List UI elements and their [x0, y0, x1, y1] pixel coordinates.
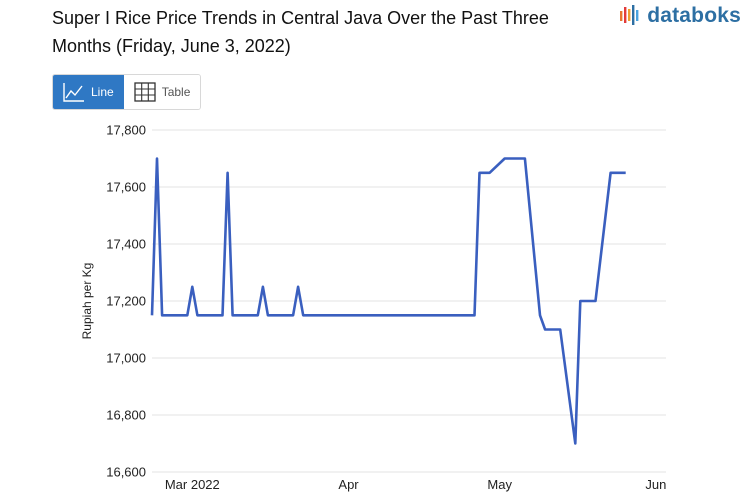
series-layer [148, 155, 630, 448]
brand-name: databoks [647, 4, 741, 27]
data-point[interactable] [153, 155, 161, 163]
data-point[interactable] [183, 311, 191, 319]
table-grid-icon [134, 82, 156, 102]
y-tick-label: 17,800 [106, 123, 146, 138]
grid-lines [152, 129, 666, 473]
x-tick-label: Jun [645, 477, 666, 492]
data-point[interactable] [224, 169, 232, 177]
data-point[interactable] [591, 297, 599, 305]
databoks-bars-icon [620, 5, 639, 25]
data-point[interactable] [576, 297, 584, 305]
data-point[interactable] [168, 311, 176, 319]
data-point[interactable] [289, 311, 297, 319]
y-tick-label: 17,600 [106, 180, 146, 195]
data-point[interactable] [536, 311, 544, 319]
data-point[interactable] [239, 311, 247, 319]
chart-title: Super I Rice Price Trends in Central Jav… [52, 8, 549, 56]
line-view-label: Line [91, 85, 114, 99]
y-tick-label: 17,400 [106, 237, 146, 252]
data-point[interactable] [259, 283, 267, 291]
data-point[interactable] [541, 326, 549, 334]
data-point[interactable] [254, 311, 262, 319]
y-tick-label: 17,200 [106, 294, 146, 309]
table-view-button[interactable]: Table [123, 75, 201, 109]
data-point[interactable] [345, 311, 353, 319]
y-tick-label: 16,600 [106, 465, 146, 480]
x-tick-label: Apr [338, 477, 359, 492]
data-point[interactable] [471, 311, 479, 319]
data-point[interactable] [415, 311, 423, 319]
data-point[interactable] [148, 311, 156, 319]
data-point[interactable] [501, 155, 509, 163]
x-tick-label: May [487, 477, 512, 492]
data-point[interactable] [188, 283, 196, 291]
x-tick-label: Mar 2022 [165, 477, 220, 492]
x-axis-ticks: Mar 2022 Apr May Jun [165, 477, 667, 492]
series-line [150, 157, 626, 445]
data-point[interactable] [219, 311, 227, 319]
y-axis-ticks: 16,600 16,800 17,000 17,200 17,400 17,600 17,8… [106, 123, 146, 480]
line-chart-icon [63, 83, 84, 102]
data-point[interactable] [476, 169, 484, 177]
y-tick-label: 16,800 [106, 408, 146, 423]
databoks-logo: databoks [619, 4, 741, 28]
data-point[interactable] [299, 311, 307, 319]
view-toggle: Line Table [52, 74, 202, 110]
data-point[interactable] [203, 311, 211, 319]
table-view-label: Table [161, 85, 191, 99]
data-point[interactable] [486, 169, 494, 177]
data-point[interactable] [607, 169, 615, 177]
data-point[interactable] [622, 169, 630, 177]
data-point[interactable] [294, 283, 302, 291]
data-point[interactable] [571, 440, 579, 448]
line-view-button[interactable]: Line [53, 75, 124, 109]
data-point[interactable] [556, 326, 564, 334]
y-axis-label: Rupiah per Kg [80, 263, 94, 340]
data-point[interactable] [274, 311, 282, 319]
data-point[interactable] [521, 155, 529, 163]
y-tick-label: 17,000 [106, 351, 146, 366]
